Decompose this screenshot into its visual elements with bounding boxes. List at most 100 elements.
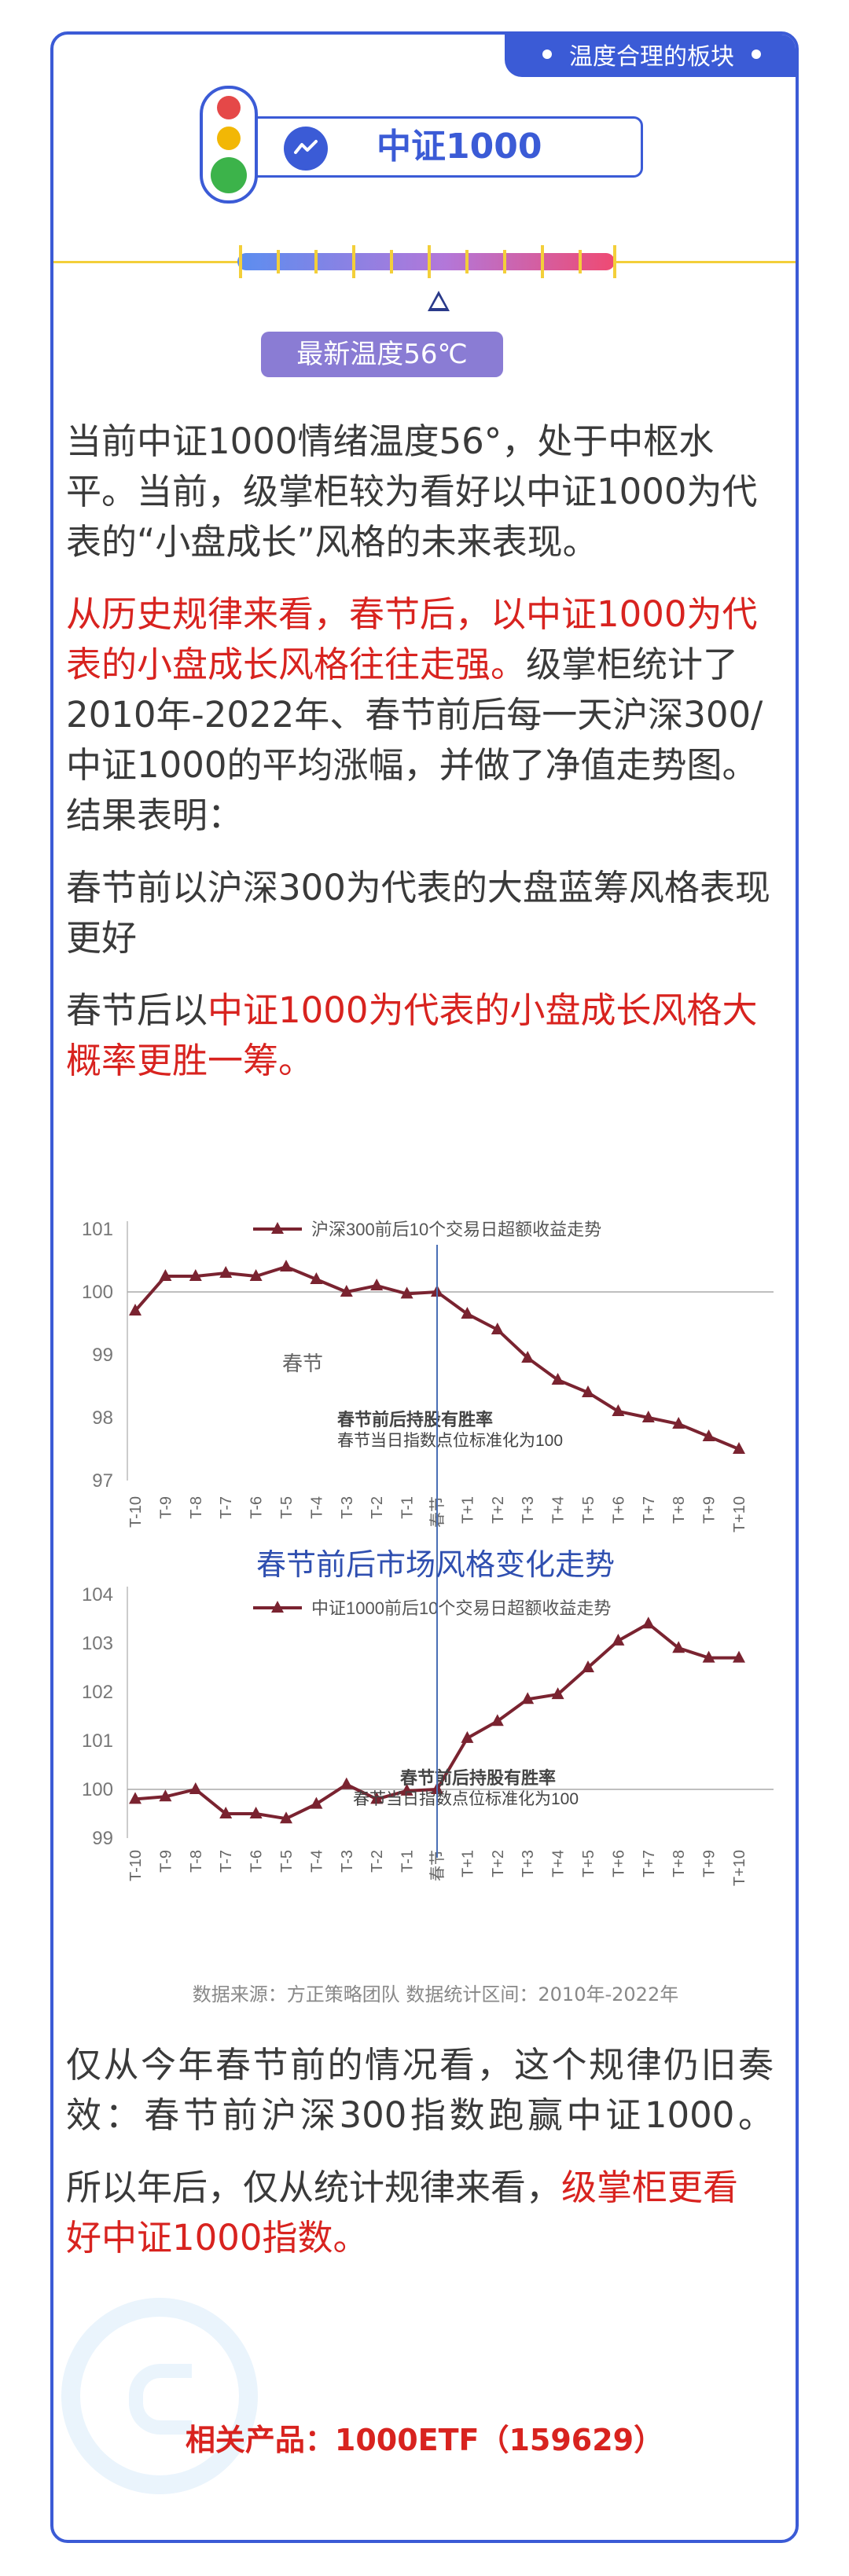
x-tick-label: T+9 <box>701 1496 719 1524</box>
data-point <box>129 1304 142 1316</box>
data-point <box>641 1616 655 1629</box>
paragraph: 春节前以沪深300为代表的大盘蓝筹风格表现更好 <box>66 863 774 963</box>
data-point <box>400 1286 413 1299</box>
conclusion-text: 仅从今年春节前的情况看，这个规律仍旧奏效：春节前沪深300指数跑赢中证1000。… <box>66 2040 774 2285</box>
chart-source: 数据来源：方正策略团队 数据统计区间：2010年-2022年 <box>193 1983 678 2005</box>
data-point <box>189 1269 202 1281</box>
y-tick-label: 100 <box>82 1779 113 1800</box>
y-tick-label: 98 <box>92 1407 113 1429</box>
x-tick-label: T-5 <box>278 1496 296 1519</box>
data-point <box>551 1687 564 1700</box>
red-light-icon <box>217 96 241 119</box>
trend-icon <box>284 127 328 171</box>
x-tick-label: T-4 <box>308 1850 325 1873</box>
data-point <box>310 1272 323 1284</box>
index-name-box: 中证1000 <box>248 116 643 178</box>
x-tick-label: T+5 <box>580 1496 597 1524</box>
chart-annotation: 春节当日指数点位标准化为100 <box>353 1790 579 1808</box>
gauge-pointer-icon <box>428 291 450 311</box>
data-point <box>612 1404 625 1416</box>
x-tick-label: T+9 <box>701 1850 719 1877</box>
data-point <box>582 1385 594 1397</box>
data-point <box>551 1373 564 1385</box>
temperature-gauge <box>53 239 796 286</box>
y-tick-label: 97 <box>92 1470 113 1492</box>
market-style-chart: 97 98 99 100 101 T-10 T-9 T-8 T-7 T-6 T-5 T-4 T-3 T-2… <box>82 1205 789 2031</box>
y-tick-label: 102 <box>82 1682 113 1703</box>
x-tick-label: T+6 <box>610 1850 627 1877</box>
data-point <box>461 1307 474 1319</box>
related-product-link[interactable]: 相关产品：1000ETF（159629） <box>185 2423 664 2457</box>
body-text: 仅从今年春节前的情况看，这个规律仍旧奏效：春节前沪深300指数跑赢中证1000。 <box>66 2044 774 2136</box>
x-tick-label: T+2 <box>490 1496 507 1524</box>
paragraph: 当前中证1000情绪温度56°，处于中枢水平。当前，级掌柜较为看好以中证1000… <box>66 416 774 567</box>
legend-label: 中证1000前后10个交易日超额收益走势 <box>311 1598 611 1618</box>
data-point <box>340 1285 353 1297</box>
data-point <box>219 1266 233 1278</box>
gauge-tick <box>390 250 393 273</box>
x-tick-label: T-6 <box>248 1496 266 1519</box>
yellow-light-icon <box>217 127 241 150</box>
tag-dot-left-icon <box>542 50 552 59</box>
x-tick-label: T+8 <box>671 1850 688 1877</box>
gauge-tick <box>579 250 582 273</box>
data-point <box>612 1633 625 1646</box>
x-tick-label: T-1 <box>399 1496 417 1519</box>
x-tick-label: T-7 <box>218 1850 235 1873</box>
legend-marker-icon <box>271 1601 284 1613</box>
x-tick-label: 春节 <box>428 1850 447 1881</box>
data-point <box>672 1641 685 1653</box>
chart-annotation: 春节 <box>282 1352 323 1375</box>
data-point <box>280 1260 292 1271</box>
x-tick-label: T+10 <box>731 1496 748 1532</box>
x-tick-label: T+10 <box>731 1850 748 1886</box>
body-text: 春节前以沪深300为代表的大盘蓝筹风格表现更好 <box>66 867 770 959</box>
data-point <box>249 1807 263 1818</box>
y-tick-label: 104 <box>82 1584 113 1605</box>
gauge-tick <box>503 250 506 273</box>
x-tick-label: T+7 <box>641 1850 658 1877</box>
body-text: 级掌柜统计了2010年-2022年、春节前后每一天沪深300/中证1000的平均… <box>66 644 763 836</box>
x-tick-label: T-10 <box>127 1496 145 1528</box>
category-tag-label: 温度合理的板块 <box>569 43 734 71</box>
gauge-tick <box>428 245 431 278</box>
y-tick-label: 103 <box>82 1633 113 1654</box>
x-tick-label: T-2 <box>369 1496 386 1519</box>
traffic-light-icon <box>200 86 258 204</box>
data-point <box>280 1811 292 1824</box>
paragraph: 从历史规律来看，春节后，以中证1000为代表的小盘成长风格往往走强。级掌柜统计了… <box>66 589 774 841</box>
x-tick-label: T-9 <box>157 1496 175 1519</box>
analysis-text: 当前中证1000情绪温度56°，处于中枢水平。当前，级掌柜较为看好以中证1000… <box>66 416 774 1108</box>
paragraph: 仅从今年春节前的情况看，这个规律仍旧奏效：春节前沪深300指数跑赢中证1000。 <box>66 2040 774 2141</box>
x-tick-label: T-7 <box>218 1496 235 1519</box>
x-tick-label: T-8 <box>188 1496 205 1519</box>
category-tag: 温度合理的板块 <box>505 35 796 77</box>
x-tick-label: T-8 <box>188 1850 205 1873</box>
paragraph: 所以年后，仅从统计规律来看，级掌柜更看好中证1000指数。 <box>66 2163 774 2263</box>
data-point <box>521 1351 535 1363</box>
data-point <box>641 1411 655 1422</box>
gauge-tick <box>613 245 616 278</box>
gauge-tick <box>277 250 280 273</box>
legend-marker-icon <box>271 1222 284 1234</box>
data-point <box>733 1442 745 1454</box>
data-point <box>310 1796 323 1809</box>
gauge-tick <box>465 250 469 273</box>
data-point <box>491 1714 504 1727</box>
data-point <box>521 1692 535 1704</box>
x-tick-label: T-9 <box>157 1850 175 1873</box>
data-point <box>370 1279 384 1290</box>
data-point <box>733 1650 745 1663</box>
data-point <box>219 1807 233 1818</box>
y-tick-label: 99 <box>92 1828 113 1849</box>
highlight-text: 从历史规律来看，春节后，以中证1000为代表的小盘成长风格往往走强。 <box>66 593 758 685</box>
x-tick-label: T+1 <box>459 1850 476 1877</box>
data-point <box>461 1730 474 1743</box>
x-tick-label: T+4 <box>550 1850 568 1877</box>
x-tick-label: T-4 <box>308 1496 325 1519</box>
data-point <box>491 1323 504 1334</box>
x-tick-label: T+2 <box>490 1850 507 1877</box>
gauge-tick <box>352 245 355 278</box>
chart-annotation: 春节前后持股有胜率 <box>337 1410 493 1429</box>
chart-title: 春节前后市场风格变化走势 <box>256 1547 615 1582</box>
